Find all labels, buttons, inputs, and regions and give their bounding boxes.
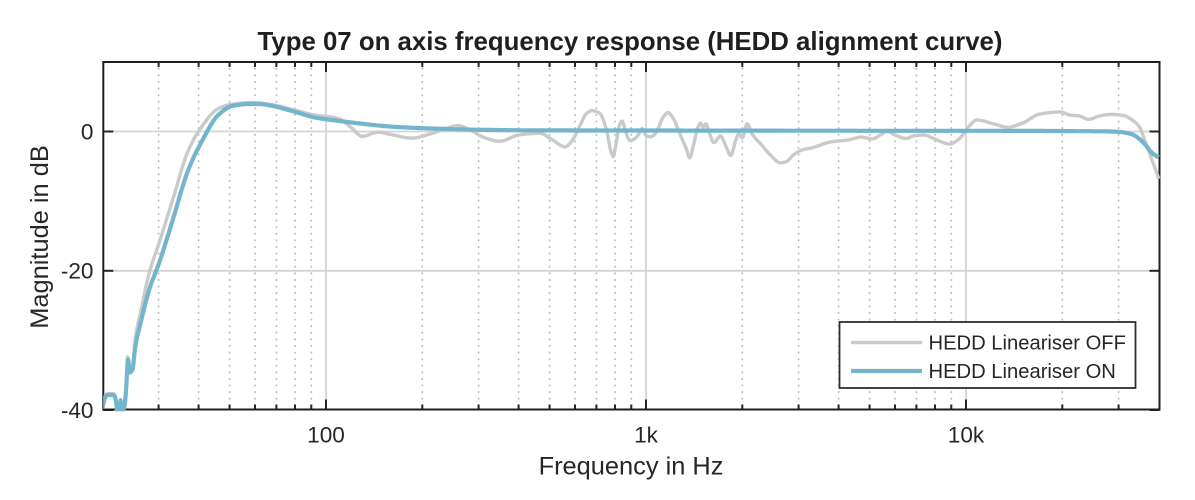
svg-text:Type 07 on axis frequency resp: Type 07 on axis frequency response (HEDD… [258,28,1003,56]
svg-text:Magnitude in dB: Magnitude in dB [26,145,54,329]
svg-text:0: 0 [81,119,94,144]
svg-text:1k: 1k [634,422,659,447]
svg-text:HEDD Lineariser OFF: HEDD Lineariser OFF [929,333,1126,355]
svg-text:10k: 10k [948,422,985,447]
svg-text:Frequency in Hz: Frequency in Hz [539,453,724,481]
svg-text:100: 100 [307,422,345,447]
svg-text:HEDD Lineariser ON: HEDD Lineariser ON [929,361,1116,383]
svg-text:-20: -20 [61,259,94,284]
svg-text:-40: -40 [61,398,94,423]
